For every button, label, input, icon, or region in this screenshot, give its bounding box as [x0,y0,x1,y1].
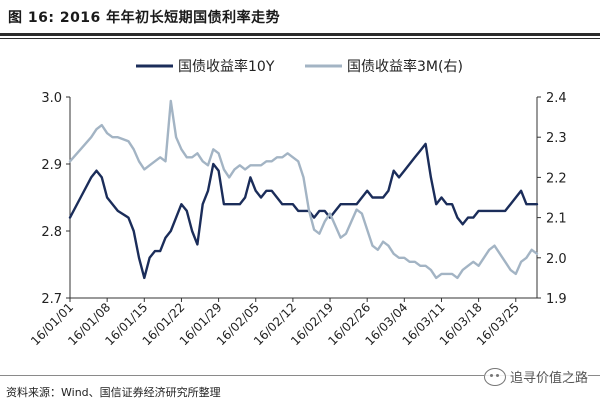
y-right-tick-label: 2.4 [546,91,567,106]
title-rule-thick [0,33,600,36]
axes [66,96,541,302]
series-group [68,99,539,280]
legend: 国债收益率10Y 国债收益率3M(右) [136,58,463,75]
y-left-tick-label: 2.7 [41,292,62,307]
figure-title: 图 16: 2016 年年初长短期国债利率走势 [8,10,281,26]
y-left-tick-label: 2.9 [41,158,62,173]
y-left-tick-label: 3.0 [41,91,62,106]
watermark-text: 追寻价值之路 [509,371,588,386]
tick-labels: 2.72.82.93.01.92.02.12.22.32.416/01/0116… [28,91,567,348]
series-line-3m [68,99,539,280]
y-right-tick-label: 1.9 [546,292,567,307]
series-line-10y [68,142,539,280]
y-right-tick-label: 2.2 [546,171,567,186]
title-rule-thin [0,38,600,39]
legend-3m-label: 国债收益率3M(右) [347,58,463,75]
source-note: 资料来源：Wind、国信证券经济研究所整理 [6,386,221,399]
y-right-tick-label: 2.1 [546,212,567,227]
y-left-tick-label: 2.8 [41,225,62,240]
watermark: 追寻价值之路 [483,367,588,386]
footer-rule [0,375,600,376]
wechat-icon [483,367,506,386]
legend-10y-label: 国债收益率10Y [178,58,275,75]
y-right-tick-label: 2.3 [546,131,567,146]
y-right-tick-label: 2.0 [546,252,567,267]
